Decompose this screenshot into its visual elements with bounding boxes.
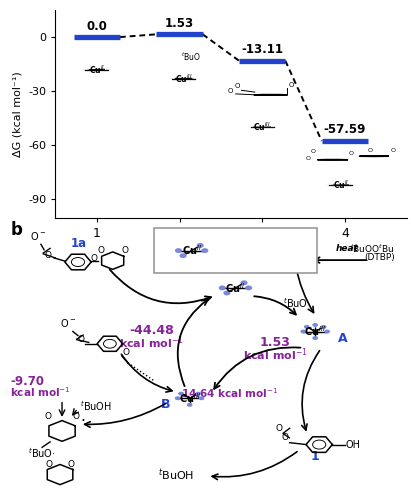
Text: O: O [121, 246, 128, 255]
Text: $^t$BuO·: $^t$BuO· [273, 253, 301, 267]
Text: Cu$^{III}$: Cu$^{III}$ [179, 392, 201, 405]
Text: 1.53: 1.53 [260, 336, 291, 349]
Circle shape [196, 243, 204, 248]
Circle shape [245, 286, 252, 290]
Text: kcal mol$^{-1}$: kcal mol$^{-1}$ [10, 385, 71, 399]
Circle shape [195, 392, 201, 396]
Text: O: O [282, 434, 289, 442]
Text: $^t$BuOO$^t$Bu: $^t$BuOO$^t$Bu [350, 242, 395, 254]
Text: 1a: 1a [71, 237, 87, 250]
Circle shape [300, 330, 306, 334]
Circle shape [321, 325, 326, 329]
Text: Cu$^{II}$: Cu$^{II}$ [226, 281, 245, 295]
Text: OH: OH [345, 440, 360, 450]
Circle shape [180, 254, 187, 258]
Text: $^t$BuO: $^t$BuO [283, 296, 308, 310]
Text: kcal mol$^{-1}$: kcal mol$^{-1}$ [119, 334, 184, 350]
FancyBboxPatch shape [154, 228, 317, 273]
Circle shape [312, 323, 318, 327]
Text: $^t$BuOH: $^t$BuOH [157, 468, 194, 483]
Circle shape [178, 392, 184, 396]
Text: b: b [11, 221, 23, 239]
Text: O: O [46, 460, 53, 468]
Text: -9.70: -9.70 [10, 374, 44, 388]
Text: O: O [97, 246, 104, 255]
Text: (DTBP): (DTBP) [364, 254, 395, 262]
Circle shape [312, 336, 318, 340]
Text: O: O [44, 252, 52, 260]
Text: B: B [161, 398, 171, 411]
Text: O: O [77, 336, 84, 344]
Text: Cu$^{III}$: Cu$^{III}$ [304, 324, 326, 338]
Text: O: O [289, 82, 294, 87]
Text: O$^-$: O$^-$ [60, 318, 76, 330]
Text: a: a [1, 0, 12, 4]
Text: Cu$^{III}$: Cu$^{III}$ [175, 72, 192, 85]
Text: kcal mol$^{-1}$: kcal mol$^{-1}$ [243, 346, 308, 363]
Text: $^t$BuOH: $^t$BuOH [80, 400, 112, 413]
Text: -57.59: -57.59 [324, 124, 366, 136]
Text: = PCN-300: = PCN-300 [231, 244, 302, 257]
Circle shape [187, 403, 192, 407]
Circle shape [219, 286, 226, 290]
Text: ·: · [81, 414, 85, 429]
Text: O: O [311, 150, 316, 154]
Text: O: O [122, 348, 129, 356]
Text: O: O [72, 412, 79, 421]
Text: 1.53: 1.53 [165, 17, 194, 30]
Circle shape [175, 396, 180, 400]
Circle shape [240, 280, 247, 285]
Text: O: O [367, 148, 372, 152]
Text: O: O [44, 412, 52, 421]
Text: -44.48: -44.48 [129, 324, 174, 336]
Text: Cu$^{II}$: Cu$^{II}$ [182, 244, 202, 258]
Text: $^t$BuO·: $^t$BuO· [28, 446, 56, 460]
Circle shape [304, 325, 309, 329]
Text: Cu$^{II}$: Cu$^{II}$ [89, 64, 105, 76]
Y-axis label: ΔG (kcal mol⁻¹): ΔG (kcal mol⁻¹) [13, 71, 23, 156]
Text: Cu$^{II}$: Cu$^{II}$ [332, 179, 349, 191]
Text: O: O [228, 88, 233, 94]
Circle shape [199, 396, 204, 400]
Text: 0.0: 0.0 [86, 20, 107, 32]
Text: O: O [67, 460, 74, 468]
Text: O: O [349, 151, 354, 156]
Text: Cu$^{III}$: Cu$^{III}$ [253, 121, 271, 134]
Text: O: O [305, 156, 310, 161]
Text: -13.11: -13.11 [241, 43, 283, 56]
Text: O: O [90, 254, 97, 263]
Circle shape [175, 248, 182, 253]
Circle shape [223, 290, 231, 296]
Text: O: O [276, 424, 283, 433]
Text: O: O [390, 148, 395, 152]
Circle shape [324, 330, 330, 334]
Text: O: O [235, 84, 240, 89]
Text: -14.64 kcal mol$^{-1}$: -14.64 kcal mol$^{-1}$ [177, 386, 278, 400]
X-axis label: Reaction Coordinate: Reaction Coordinate [160, 245, 302, 258]
Circle shape [201, 248, 208, 253]
Text: heat: heat [336, 244, 358, 253]
Text: O$^-$: O$^-$ [30, 230, 46, 242]
Text: A: A [338, 332, 348, 345]
Text: $^t$BuO: $^t$BuO [181, 50, 201, 63]
Text: 1: 1 [311, 450, 320, 462]
